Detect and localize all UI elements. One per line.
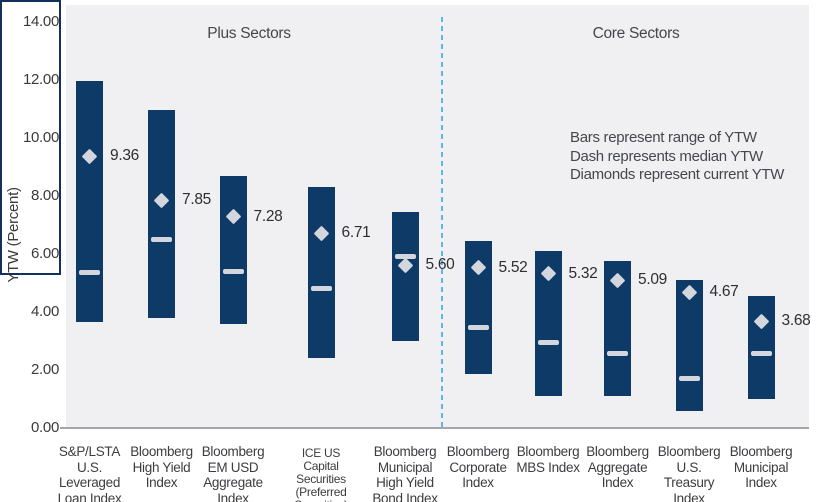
median-dash-marker: [607, 351, 628, 357]
y-tick-label: 10.00: [22, 128, 59, 146]
range-bar: [391, 211, 419, 341]
current-ytw-value-label: 5.60: [425, 256, 455, 274]
y-axis-title: YTW (Percent): [5, 187, 22, 283]
range-bar: [307, 187, 335, 359]
legend-line-diamonds: Diamonds represent current YTW: [570, 166, 785, 183]
category-label: Bloomberg MBS Index: [516, 444, 580, 475]
y-tick-label: 0.00: [31, 419, 59, 436]
current-ytw-value-label: 7.28: [253, 207, 283, 225]
current-ytw-value-label: 5.52: [498, 258, 528, 276]
section-title-plus-sectors: Plus Sectors: [207, 25, 291, 42]
median-dash-marker: [678, 376, 700, 382]
category-label: Bloomberg Corporate Index: [446, 444, 510, 490]
current-ytw-value-label: 7.85: [182, 191, 211, 209]
category-label: ICE US Capital Securities (Preferred Sec…: [294, 446, 348, 502]
y-tick-label: 12.00: [22, 70, 59, 88]
current-ytw-value-label: 5.32: [568, 264, 598, 282]
category-label: S&P/LSTA U.S. Leveraged Loan Index: [57, 444, 122, 502]
legend-line-bars: Bars represent range of YTW: [570, 129, 757, 146]
median-dash-marker: [151, 236, 172, 242]
legend-note: Bars represent range of YTW Dash represe…: [570, 129, 784, 185]
category-label: Bloomberg Municipal Index: [729, 444, 793, 490]
section-title-core-sectors: Core Sectors: [592, 25, 680, 42]
legend-line-dash: Dash represents median YTW: [570, 147, 763, 165]
category-label: Bloomberg U.S. Treasury Index: [657, 444, 721, 502]
y-tick-label: 14.00: [22, 12, 59, 30]
category-label: Bloomberg Municipal High Yield Bond Inde…: [372, 444, 438, 502]
current-ytw-value-label: 3.68: [781, 312, 811, 330]
range-bar: [148, 110, 175, 318]
y-tick-label: 4.00: [31, 302, 59, 320]
current-ytw-value-label: 9.36: [110, 147, 139, 165]
current-ytw-value-label: 4.67: [709, 283, 739, 301]
median-dash-marker: [394, 254, 416, 260]
current-ytw-value-label: 6.71: [341, 224, 371, 242]
range-bar: [219, 175, 247, 324]
category-label: Bloomberg High Yield Index: [130, 444, 193, 490]
current-ytw-value-label: 5.09: [638, 271, 667, 289]
section-divider-line: [441, 17, 443, 428]
y-tick-label: 8.00: [31, 186, 59, 204]
median-dash-marker: [750, 351, 772, 357]
median-dash-marker: [467, 325, 489, 331]
category-label: Bloomberg Aggregate Index: [586, 444, 649, 490]
y-tick-label: 2.00: [31, 360, 59, 378]
median-dash-marker: [79, 270, 100, 276]
x-axis-line: [60, 427, 809, 429]
y-tick-label: 6.00: [31, 244, 59, 262]
range-bar: [76, 81, 103, 323]
range-bar: [747, 295, 775, 399]
highlight-box: [0, 0, 61, 276]
median-dash-marker: [537, 339, 559, 345]
median-dash-marker: [310, 286, 332, 292]
range-bar: [675, 279, 703, 411]
median-dash-marker: [222, 268, 244, 274]
category-label: Bloomberg EM USD Aggregate Index: [201, 444, 265, 502]
